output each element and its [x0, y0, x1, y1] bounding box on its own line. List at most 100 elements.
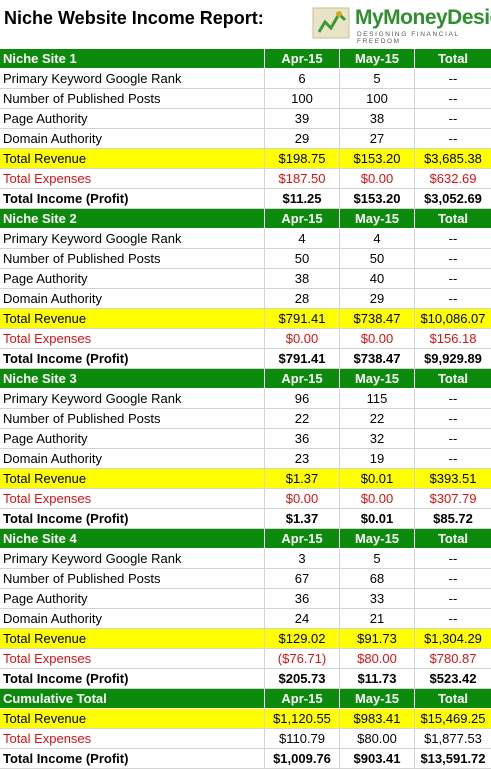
table-row: Primary Keyword Google Rank 6 5 -- — [0, 69, 491, 89]
value-cell: 27 — [340, 129, 415, 149]
value-cell: $11.25 — [265, 189, 340, 209]
table-row: Page Authority 38 40 -- — [0, 269, 491, 289]
value-cell: -- — [415, 89, 491, 109]
value-cell: 50 — [265, 249, 340, 269]
value-cell: -- — [415, 69, 491, 89]
row-label: Page Authority — [0, 589, 265, 609]
section-title: Niche Site 2 — [0, 209, 265, 229]
value-cell: 5 — [340, 549, 415, 569]
table-row: Total Expenses $110.79 $80.00 $1,877.53 — [0, 729, 491, 749]
value-cell: -- — [415, 409, 491, 429]
value-cell: 24 — [265, 609, 340, 629]
table-row: Page Authority 39 38 -- — [0, 109, 491, 129]
table-row: Total Revenue $198.75 $153.20 $3,685.38 — [0, 149, 491, 169]
table-row: Total Expenses $0.00 $0.00 $307.79 — [0, 489, 491, 509]
value-cell: $10,086.07 — [415, 309, 491, 329]
logo-icon — [312, 7, 350, 39]
section-header: Niche Site 4 Apr-15 May-15 Total — [0, 529, 491, 549]
table-row: Domain Authority 23 19 -- — [0, 449, 491, 469]
row-label: Total Expenses — [0, 649, 265, 669]
value-cell: $0.00 — [265, 329, 340, 349]
value-cell: 29 — [340, 289, 415, 309]
value-cell: 21 — [340, 609, 415, 629]
value-cell: 68 — [340, 569, 415, 589]
row-label: Total Revenue — [0, 629, 265, 649]
section-title: Niche Site 3 — [0, 369, 265, 389]
row-label: Domain Authority — [0, 129, 265, 149]
value-cell: 22 — [340, 409, 415, 429]
value-cell: $983.41 — [340, 709, 415, 729]
table-row: Total Income (Profit) $205.73 $11.73 $523.4… — [0, 669, 491, 689]
row-label: Total Income (Profit) — [0, 669, 265, 689]
value-cell: $791.41 — [265, 349, 340, 369]
value-cell: 50 — [340, 249, 415, 269]
table-row: Page Authority 36 32 -- — [0, 429, 491, 449]
row-label: Total Income (Profit) — [0, 749, 265, 769]
value-cell: 28 — [265, 289, 340, 309]
row-label: Number of Published Posts — [0, 569, 265, 589]
value-cell: 6 — [265, 69, 340, 89]
value-cell: 32 — [340, 429, 415, 449]
value-cell: $738.47 — [340, 309, 415, 329]
column-header: May-15 — [340, 529, 415, 549]
value-cell: 96 — [265, 389, 340, 409]
logo: MyMoneyDesign DESIGNING FINANCIAL FREEDO… — [311, 4, 491, 45]
value-cell: 38 — [340, 109, 415, 129]
report-title: Niche Website Income Report: — [4, 8, 264, 28]
value-cell: 23 — [265, 449, 340, 469]
value-cell: $1,877.53 — [415, 729, 491, 749]
row-label: Total Expenses — [0, 489, 265, 509]
value-cell: 19 — [340, 449, 415, 469]
value-cell: $903.41 — [340, 749, 415, 769]
row-label: Total Revenue — [0, 709, 265, 729]
row-label: Number of Published Posts — [0, 409, 265, 429]
value-cell: $80.00 — [340, 729, 415, 749]
value-cell: $0.01 — [340, 469, 415, 489]
value-cell: $153.20 — [340, 149, 415, 169]
value-cell: $0.01 — [340, 509, 415, 529]
value-cell: -- — [415, 429, 491, 449]
value-cell: 39 — [265, 109, 340, 129]
value-cell: $1,120.55 — [265, 709, 340, 729]
row-label: Primary Keyword Google Rank — [0, 549, 265, 569]
row-label: Primary Keyword Google Rank — [0, 389, 265, 409]
report-header: Niche Website Income Report: MyMoneyDesi… — [0, 0, 491, 49]
value-cell: 3 — [265, 549, 340, 569]
table-row: Total Expenses $0.00 $0.00 $156.18 — [0, 329, 491, 349]
table-row: Total Income (Profit) $1.37 $0.01 $85.72 — [0, 509, 491, 529]
value-cell: $15,469.25 — [415, 709, 491, 729]
logo-tagline: DESIGNING FINANCIAL FREEDOM — [357, 31, 460, 45]
value-cell: 29 — [265, 129, 340, 149]
value-cell: $393.51 — [415, 469, 491, 489]
logo-name: MyMoneyDesign — [355, 6, 491, 29]
value-cell: $3,052.69 — [415, 189, 491, 209]
value-cell: -- — [415, 569, 491, 589]
value-cell: $198.75 — [265, 149, 340, 169]
value-cell: 33 — [340, 589, 415, 609]
table-row: Total Revenue $1,120.55 $983.41 $15,469.25 — [0, 709, 491, 729]
value-cell: -- — [415, 269, 491, 289]
value-cell: 4 — [340, 229, 415, 249]
table-row: Total Expenses ($76.71) $80.00 $780.87 — [0, 649, 491, 669]
row-label: Page Authority — [0, 109, 265, 129]
table-row: Primary Keyword Google Rank 4 4 -- — [0, 229, 491, 249]
column-header: Total — [415, 49, 491, 69]
value-cell: ($76.71) — [265, 649, 340, 669]
column-header: May-15 — [340, 49, 415, 69]
column-header: Total — [415, 529, 491, 549]
table-row: Number of Published Posts 100 100 -- — [0, 89, 491, 109]
value-cell: $0.00 — [265, 489, 340, 509]
value-cell: $80.00 — [340, 649, 415, 669]
value-cell: $1,009.76 — [265, 749, 340, 769]
value-cell: -- — [415, 109, 491, 129]
row-label: Domain Authority — [0, 609, 265, 629]
value-cell: $110.79 — [265, 729, 340, 749]
value-cell: $3,685.38 — [415, 149, 491, 169]
row-label: Total Expenses — [0, 329, 265, 349]
value-cell: 115 — [340, 389, 415, 409]
row-label: Page Authority — [0, 429, 265, 449]
value-cell: $0.00 — [340, 489, 415, 509]
column-header: Total — [415, 369, 491, 389]
table-row: Total Income (Profit) $11.25 $153.20 $3,052… — [0, 189, 491, 209]
